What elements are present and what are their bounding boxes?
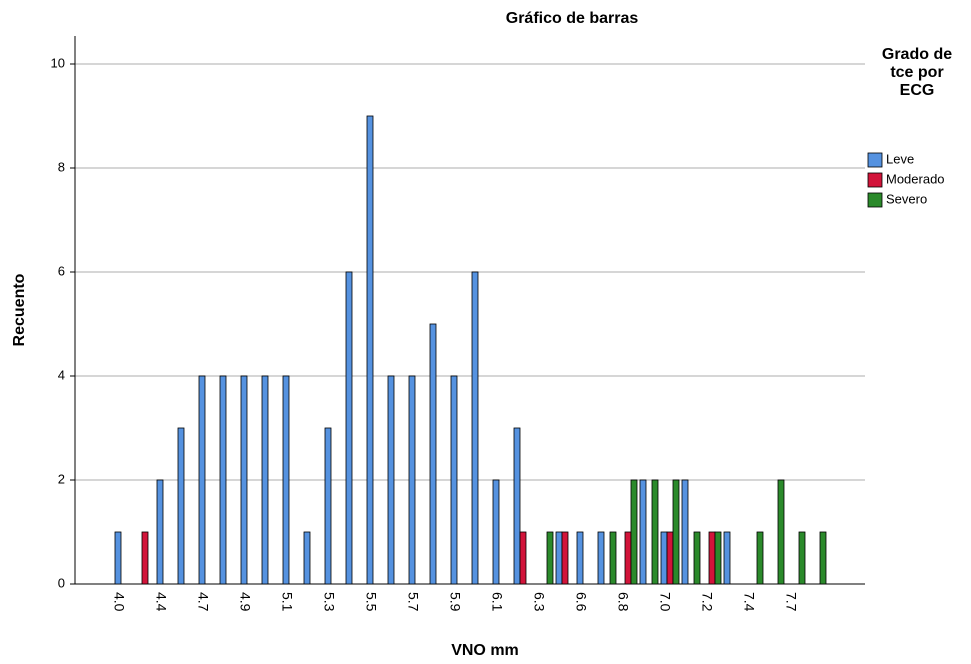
bar [387, 375, 395, 585]
bar [366, 115, 374, 585]
y-tick-label: 4 [58, 367, 65, 382]
legend-label: Severo [886, 191, 927, 206]
bar [303, 531, 311, 585]
x-tick-label: 4.7 [195, 592, 211, 612]
x-tick-label: 5.1 [279, 592, 295, 612]
bar [693, 531, 701, 585]
bar [624, 531, 632, 585]
legend-swatch [867, 172, 883, 188]
bar [546, 531, 554, 585]
bar [639, 479, 647, 585]
x-tick-label: 4.9 [237, 592, 253, 612]
legend-swatch [867, 192, 883, 208]
bar [141, 531, 149, 585]
chart-title: Gráfico de barras [506, 10, 639, 27]
bar [345, 271, 353, 585]
bar [672, 479, 680, 585]
legend-label: Moderado [886, 171, 945, 186]
bar [777, 479, 785, 585]
x-tick-label: 7.2 [699, 592, 715, 612]
bar [756, 531, 764, 585]
bar [798, 531, 806, 585]
bar [450, 375, 458, 585]
bar [471, 271, 479, 585]
x-tick-label: 4.0 [111, 592, 127, 612]
bar [513, 427, 521, 585]
bar [708, 531, 716, 585]
bar [324, 427, 332, 585]
bar [492, 479, 500, 585]
bar [114, 531, 122, 585]
bar [723, 531, 731, 585]
x-tick-label: 7.4 [741, 592, 757, 612]
bar [651, 479, 659, 585]
bar [819, 531, 827, 585]
x-tick-label: 6.1 [489, 592, 505, 612]
x-tick-label: 7.0 [657, 592, 673, 612]
x-tick-label: 5.3 [321, 592, 337, 612]
bar [177, 427, 185, 585]
bar [261, 375, 269, 585]
bar [429, 323, 437, 585]
x-tick-label: 5.5 [363, 592, 379, 612]
bar [630, 479, 638, 585]
bar [561, 531, 569, 585]
x-tick-label: 6.8 [615, 592, 631, 612]
bar [219, 375, 227, 585]
bar [198, 375, 206, 585]
bar [408, 375, 416, 585]
x-tick-label: 5.9 [447, 592, 463, 612]
bar [555, 531, 563, 585]
y-tick-label: 2 [58, 471, 65, 486]
x-tick-label: 7.7 [783, 592, 799, 612]
y-tick-label: 10 [51, 55, 65, 70]
legend-label: Leve [886, 151, 914, 166]
x-tick-label: 6.6 [573, 592, 589, 612]
bar [609, 531, 617, 585]
bar [681, 479, 689, 585]
bar [156, 479, 164, 585]
bar [576, 531, 584, 585]
x-axis-label: VNO mm [451, 642, 519, 659]
bar [660, 531, 668, 585]
legend-swatch [867, 152, 883, 168]
bar [597, 531, 605, 585]
x-tick-label: 4.4 [153, 592, 169, 612]
bar [666, 531, 674, 585]
bar [714, 531, 722, 585]
y-tick-label: 8 [58, 159, 65, 174]
x-tick-label: 6.3 [531, 592, 547, 612]
y-tick-label: 6 [58, 263, 65, 278]
bar [519, 531, 527, 585]
bar [282, 375, 290, 585]
y-tick-label: 0 [58, 575, 65, 590]
y-axis-label: Recuento [11, 273, 28, 346]
legend-title: Grado de tce por ECG [881, 46, 953, 99]
x-tick-label: 5.7 [405, 592, 421, 612]
bar [240, 375, 248, 585]
